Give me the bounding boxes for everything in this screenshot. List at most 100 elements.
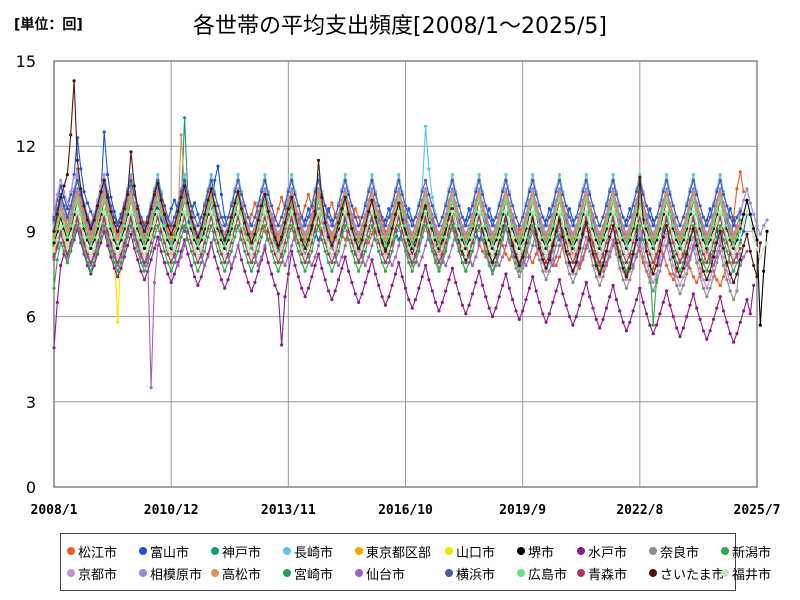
data-point [681, 215, 686, 219]
data-point [658, 249, 662, 253]
data-point [253, 246, 257, 250]
data-point [310, 241, 314, 245]
data-point [490, 238, 495, 242]
data-point [89, 272, 93, 276]
data-point [69, 241, 73, 245]
data-point [708, 246, 712, 250]
data-point [229, 204, 233, 208]
data-point [407, 224, 411, 228]
data-point [296, 241, 300, 245]
data-point [209, 173, 213, 177]
data-point [464, 258, 468, 262]
data-point [199, 275, 203, 279]
data-point [460, 246, 464, 250]
legend-label: 広島市 [528, 567, 568, 583]
data-point [189, 249, 193, 253]
data-point [611, 244, 615, 248]
data-point [380, 241, 384, 245]
data-point [142, 263, 146, 268]
data-point [507, 258, 511, 262]
data-point [725, 269, 729, 273]
data-point [608, 235, 612, 239]
data-point [588, 238, 592, 242]
data-point [705, 286, 709, 290]
data-point [504, 178, 508, 182]
data-point [410, 269, 414, 273]
legend-label: 奈良市 [660, 545, 700, 561]
data-point [534, 192, 538, 197]
data-point [681, 252, 686, 256]
data-point [266, 224, 270, 228]
data-point [655, 215, 659, 219]
data-point [541, 224, 545, 228]
data-point [527, 198, 532, 202]
data-point [249, 241, 254, 245]
data-point [678, 292, 682, 296]
data-point [112, 261, 116, 265]
data-point [179, 235, 183, 239]
data-point [326, 246, 331, 250]
data-point [541, 246, 545, 250]
data-point [343, 187, 347, 191]
data-point [109, 255, 113, 259]
data-point [484, 249, 488, 253]
data-point [604, 224, 609, 228]
data-point [363, 235, 367, 239]
data-point [95, 241, 100, 245]
data-point [397, 244, 401, 248]
data-point [199, 261, 203, 265]
data-point [280, 235, 284, 239]
data-point [326, 235, 331, 239]
data-point [594, 246, 598, 250]
data-point [370, 192, 374, 197]
data-point [584, 280, 588, 285]
data-point [303, 246, 307, 250]
data-point [634, 209, 639, 214]
data-point [367, 221, 371, 225]
data-point [219, 261, 223, 265]
data-point [611, 178, 615, 182]
data-point [708, 252, 712, 256]
data-point [333, 224, 337, 228]
data-point [159, 212, 163, 216]
data-point [527, 190, 532, 194]
data-point [75, 209, 79, 214]
legend-swatch [649, 569, 657, 577]
data-point [122, 224, 126, 228]
data-point [487, 207, 491, 211]
data-point [705, 232, 709, 236]
data-point [675, 215, 679, 219]
data-point [578, 246, 582, 250]
data-point [266, 238, 270, 242]
data-point [678, 244, 682, 248]
data-point [142, 229, 146, 233]
data-point [417, 286, 421, 290]
data-point [728, 280, 732, 285]
data-point [136, 207, 140, 211]
data-point [367, 235, 371, 239]
data-point [216, 224, 220, 228]
data-point [524, 235, 528, 239]
data-point [504, 252, 508, 256]
data-point [444, 249, 448, 253]
legend-swatch [721, 569, 729, 577]
data-point [728, 289, 732, 293]
data-point [721, 224, 726, 228]
data-point [390, 249, 394, 253]
x-tick-label: 2010/12 [144, 503, 199, 518]
data-point [534, 232, 538, 236]
data-point [681, 283, 686, 287]
data-point [367, 269, 371, 273]
legend-swatch [67, 547, 75, 555]
data-point [350, 235, 354, 239]
data-point [223, 215, 227, 219]
data-point [571, 232, 575, 236]
data-point [464, 269, 468, 273]
legend-label: 山口市 [456, 545, 496, 561]
data-point [467, 235, 471, 239]
data-point [330, 201, 334, 205]
data-point [169, 224, 173, 228]
data-point [551, 204, 555, 208]
data-point [69, 249, 73, 253]
data-point [430, 289, 434, 293]
